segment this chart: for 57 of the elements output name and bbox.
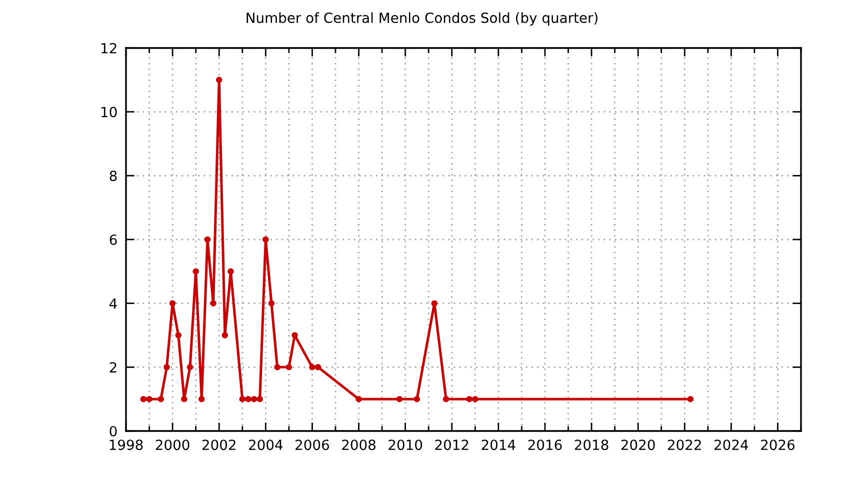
point	[204, 236, 211, 243]
point	[356, 396, 362, 402]
x-tick-label: 2010	[388, 440, 422, 450]
x-tick-label: 2006	[296, 440, 330, 450]
point	[210, 300, 216, 306]
y-tick-label: 8	[110, 170, 117, 182]
point	[186, 364, 194, 370]
y-tick-label: 0	[110, 426, 117, 436]
x-tick-label: 2020	[621, 440, 655, 450]
point	[292, 332, 298, 338]
point	[256, 396, 263, 402]
point	[466, 396, 472, 402]
point	[222, 332, 228, 338]
point	[158, 396, 164, 402]
x-tick-label: 2026	[761, 440, 795, 450]
y-tick-label: 6	[110, 234, 117, 245]
y-tick-label: 4	[110, 298, 117, 309]
point	[250, 396, 258, 402]
x-tick-label: 1998	[110, 440, 143, 450]
y-tick-label: 10	[102, 106, 117, 118]
point	[239, 396, 246, 402]
x-tick-label: 2024	[714, 440, 748, 450]
point	[216, 76, 222, 84]
point	[274, 364, 280, 370]
point	[245, 396, 252, 402]
x-tick-label: 2014	[482, 440, 516, 450]
y-tick-label: 12	[102, 42, 116, 54]
point	[228, 268, 234, 275]
x-tick-label: 2012	[435, 440, 468, 450]
point	[396, 396, 403, 402]
point	[442, 396, 450, 402]
point	[687, 396, 694, 402]
point	[181, 396, 188, 402]
x-tick-label: 2008	[342, 440, 376, 450]
point	[309, 364, 316, 370]
x-tick-label: 2004	[249, 440, 283, 450]
x-tick-label: 2018	[574, 440, 608, 450]
point	[431, 300, 438, 306]
chart-title: Number of Central Menlo Condos Sold (by quarter)	[246, 12, 598, 26]
point	[164, 364, 170, 370]
point	[286, 364, 292, 370]
point	[314, 364, 322, 370]
point	[472, 396, 478, 402]
point	[175, 332, 182, 338]
x-tick-label: 2000	[156, 440, 190, 450]
x-tick-label: 2016	[528, 440, 562, 450]
point	[146, 396, 152, 402]
point	[414, 396, 420, 402]
point	[192, 268, 199, 275]
point	[262, 236, 269, 243]
point	[140, 396, 147, 402]
x-tick-label: 2002	[202, 440, 236, 450]
y-tick-label: 2	[110, 362, 116, 372]
point	[198, 396, 205, 402]
x-tick-label: 2022	[668, 440, 701, 450]
point	[268, 300, 275, 306]
point	[169, 300, 176, 306]
